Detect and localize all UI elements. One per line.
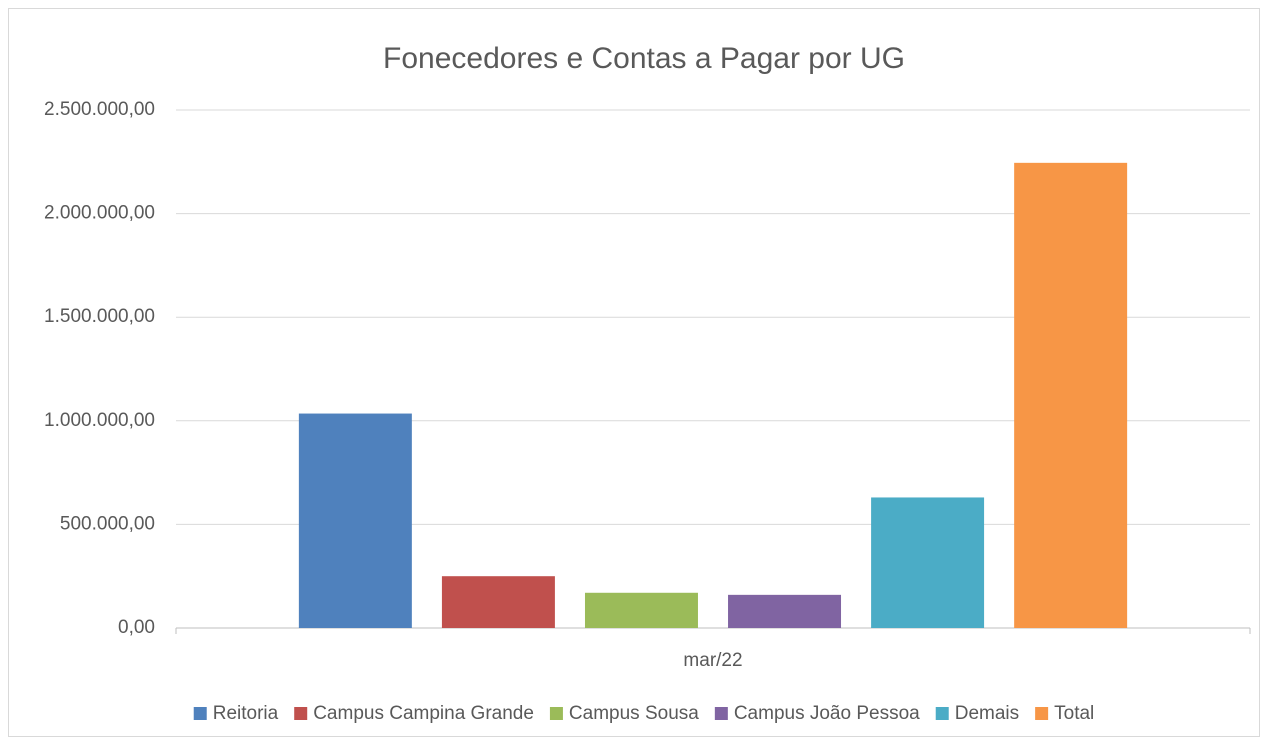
- legend-swatch: [1035, 707, 1049, 720]
- legend-label: Campus Sousa: [569, 703, 699, 724]
- y-tick-label: 1.000.000,00: [44, 410, 155, 431]
- legend-label: Total: [1054, 703, 1094, 724]
- legend-swatch: [714, 707, 728, 720]
- bar: [871, 497, 985, 628]
- chart-title: Fonecedores e Contas a Pagar por UG: [383, 42, 905, 75]
- legend-label: Reitoria: [213, 703, 279, 724]
- legend-label: Campus João Pessoa: [734, 703, 920, 724]
- bar: [584, 592, 698, 628]
- y-tick-label: 0,00: [118, 617, 155, 638]
- y-tick-label: 500.000,00: [60, 513, 155, 534]
- legend-swatch: [294, 707, 308, 720]
- bar: [441, 576, 555, 628]
- bar: [1014, 162, 1128, 628]
- legend-swatch: [549, 707, 563, 720]
- y-tick-label: 1.500.000,00: [44, 306, 155, 327]
- bar: [728, 594, 842, 628]
- legend-label: Demais: [955, 703, 1019, 724]
- legend-label: Campus Campina Grande: [313, 703, 534, 724]
- y-tick-label: 2.500.000,00: [44, 99, 155, 120]
- y-tick-label: 2.000.000,00: [44, 203, 155, 224]
- legend-swatch: [935, 707, 949, 720]
- legend-swatch: [193, 707, 207, 720]
- bar: [298, 413, 412, 628]
- x-tick-label: mar/22: [683, 650, 742, 671]
